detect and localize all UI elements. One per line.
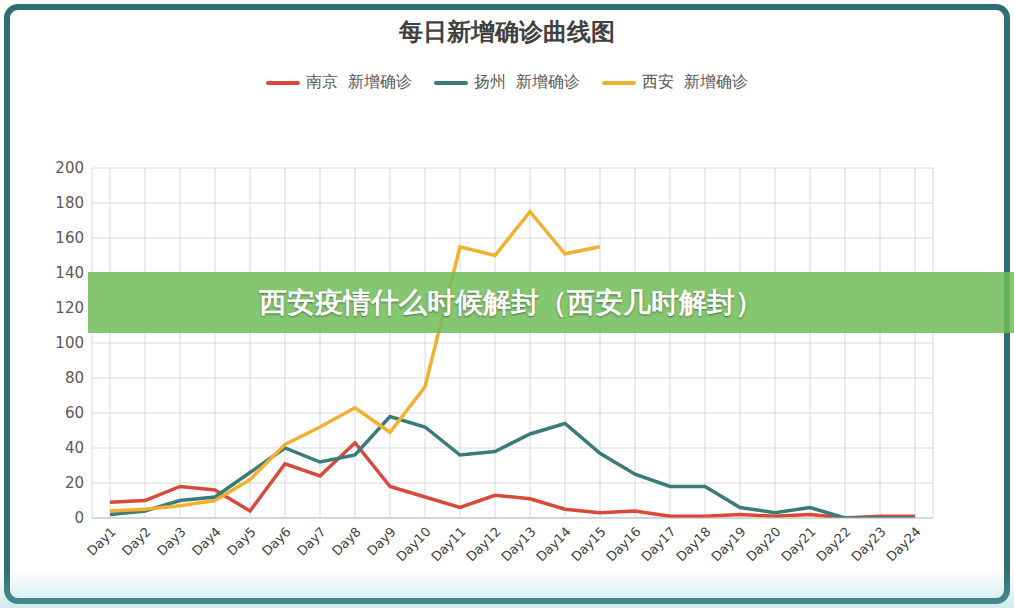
svg-text:Day14: Day14 [533, 524, 573, 564]
svg-text:Day8: Day8 [329, 524, 364, 559]
html-text:每日新增确诊曲线图: 每日新增确诊曲线图 [399, 18, 615, 46]
svg-text:Day20: Day20 [743, 524, 783, 564]
svg-text:Day1: Day1 [84, 524, 119, 559]
svg-text:Day22: Day22 [813, 524, 853, 564]
svg-text:Day19: Day19 [708, 524, 748, 564]
svg-text:Day10: Day10 [393, 524, 433, 564]
html-text:扬州 新增确诊: 扬州 新增确诊 [473, 72, 581, 91]
svg-text:Day7: Day7 [294, 524, 329, 559]
svg-text:Day3: Day3 [154, 524, 189, 559]
svg-text:120: 120 [55, 299, 84, 317]
svg-text:Day17: Day17 [638, 524, 678, 564]
svg-text:60: 60 [65, 404, 84, 422]
html-text:西安 新增确诊: 西安 新增确诊 [642, 72, 749, 91]
svg-text:Day2: Day2 [119, 524, 154, 559]
svg-text:Day11: Day11 [428, 524, 468, 564]
svg-text:100: 100 [55, 334, 84, 352]
svg-text:20: 20 [65, 474, 84, 492]
svg-text:Day21: Day21 [778, 524, 818, 564]
svg-text:Day18: Day18 [673, 524, 713, 564]
svg-text:Day15: Day15 [568, 524, 608, 564]
svg-text:Day16: Day16 [603, 524, 643, 564]
html-text:南京 新增确诊: 南京 新增确诊 [305, 72, 412, 91]
svg-text:140: 140 [55, 264, 84, 282]
svg-text:Day12: Day12 [463, 524, 503, 564]
svg-text:Day9: Day9 [364, 524, 399, 559]
svg-text:80: 80 [65, 369, 84, 387]
svg-text:Day5: Day5 [224, 524, 259, 559]
svg-text:0: 0 [74, 509, 84, 527]
svg-text:Day24: Day24 [883, 524, 923, 564]
svg-text:160: 160 [55, 229, 84, 247]
html-text:西安疫情什么时候解封（西安几时解封）: 西安疫情什么时候解封（西安几时解封） [259, 285, 763, 319]
svg-text:Day13: Day13 [498, 524, 538, 564]
svg-text:Day6: Day6 [259, 524, 294, 559]
svg-text:40: 40 [65, 439, 84, 457]
svg-text:200: 200 [55, 159, 84, 177]
svg-text:Day23: Day23 [848, 524, 888, 564]
svg-text:Day4: Day4 [189, 524, 224, 559]
svg-text:180: 180 [55, 194, 84, 212]
